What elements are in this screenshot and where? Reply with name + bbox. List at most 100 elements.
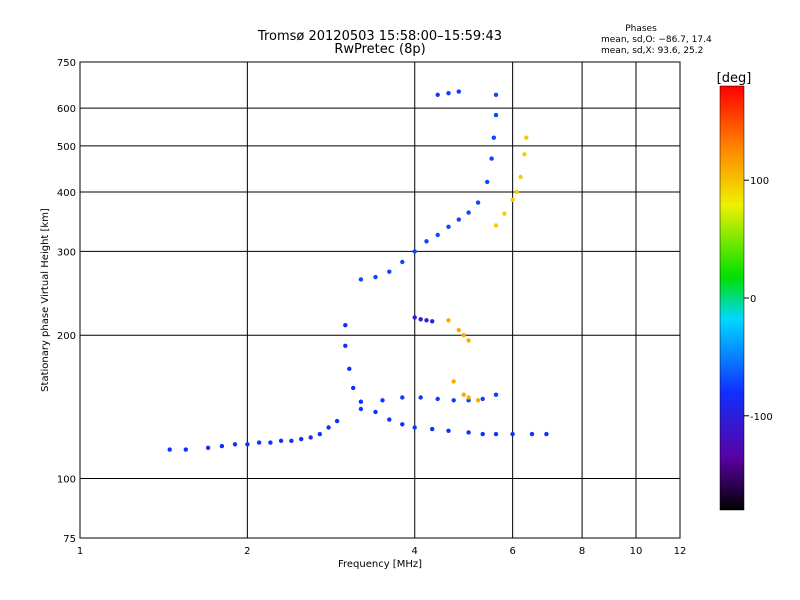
data-point [514, 189, 519, 195]
data-point [400, 259, 405, 265]
data-point [475, 200, 481, 205]
data-point [529, 431, 535, 437]
data-point [289, 438, 294, 443]
plot-frame [79, 61, 681, 539]
data-point [299, 436, 304, 442]
y-tick-label: 100 [57, 475, 76, 486]
colorbar-gradient [719, 85, 745, 511]
data-point [493, 392, 499, 397]
colorbar-tick-label: -100 [750, 412, 773, 423]
data-point [456, 217, 461, 222]
data-point [418, 317, 423, 322]
data-point [219, 443, 225, 449]
x-tick-label: 10 [630, 546, 643, 557]
phases-stats-o: mean, sd,O: −86.7, 17.4 [601, 35, 712, 45]
data-point [435, 92, 440, 98]
colorbar: [deg] 100 0 -100 [717, 71, 773, 511]
data-point [358, 277, 364, 282]
data-point [466, 395, 471, 400]
y-axis-label: Stationary phase Virtual Height [km] [40, 208, 51, 392]
data-point [387, 417, 392, 422]
data-point [430, 426, 435, 432]
data-point [412, 249, 417, 254]
data-point [424, 239, 429, 244]
data-point [475, 398, 481, 403]
data-point [466, 338, 471, 343]
phases-stats-x: mean, sd,X: 93.6, 25.2 [601, 46, 703, 56]
chart-title: Tromsø 20120503 15:58:00–15:59:43 [257, 29, 502, 44]
y-tick-label: 600 [57, 104, 76, 115]
data-point [435, 232, 440, 238]
data-point [480, 431, 485, 437]
data-point [466, 430, 471, 435]
data-point [485, 179, 490, 185]
data-point [373, 274, 378, 280]
x-tick-label: 6 [509, 546, 515, 557]
data-point [480, 396, 485, 402]
colorbar-tick-label: 100 [750, 176, 769, 187]
data-point [232, 442, 238, 447]
grid [80, 62, 680, 538]
data-point [343, 343, 348, 348]
data-point [430, 319, 435, 324]
data-point [343, 323, 348, 328]
data-point [522, 152, 527, 157]
data-point [400, 395, 405, 400]
x-tick-label: 2 [244, 546, 250, 557]
colorbar-ticks: 100 0 -100 [744, 176, 773, 423]
data-point [334, 418, 340, 424]
data-point [308, 435, 313, 440]
data-point [205, 445, 211, 450]
data-point [510, 431, 515, 437]
data-point [245, 442, 250, 447]
data-point [418, 395, 423, 400]
data-point [380, 398, 385, 403]
x-tick-label: 4 [412, 546, 418, 557]
data-point [489, 156, 494, 161]
y-tick-label: 750 [57, 58, 76, 69]
y-tick-label: 300 [57, 247, 76, 258]
data-point [446, 428, 451, 433]
colorbar-tick-label: 0 [750, 294, 756, 305]
data-point [493, 223, 499, 228]
x-axis-label: Frequency [MHz] [338, 559, 422, 570]
data-point [502, 211, 507, 216]
data-point [358, 406, 364, 412]
data-point [387, 269, 392, 274]
data-point [326, 425, 331, 430]
data-point [491, 135, 496, 140]
data-point [167, 447, 172, 452]
data-point [358, 399, 364, 404]
x-tick-label: 8 [579, 546, 585, 557]
data-point [451, 398, 456, 403]
y-tick-label: 500 [57, 142, 76, 153]
data-point [451, 379, 456, 384]
data-point [524, 135, 529, 140]
data-point [466, 210, 471, 215]
data-point [256, 440, 262, 445]
y-tick-label: 200 [57, 331, 76, 342]
x-tick-label: 1 [77, 546, 83, 557]
data-point [461, 392, 466, 397]
data-point [493, 431, 499, 437]
data-point [351, 385, 356, 391]
data-point [317, 431, 322, 437]
data-point [412, 425, 417, 430]
data-point [456, 89, 461, 94]
data-point [373, 409, 378, 415]
data-point [347, 366, 352, 371]
data-point [461, 333, 466, 338]
y-tick-label: 400 [57, 188, 76, 199]
data-points [167, 89, 549, 452]
data-point [510, 197, 515, 202]
data-point [493, 112, 499, 118]
chart-subtitle: RwPretec (8p) [334, 42, 425, 57]
colorbar-label: [deg] [717, 71, 752, 86]
data-point [518, 174, 523, 180]
data-point [544, 431, 549, 437]
data-point [493, 92, 499, 98]
data-point [446, 91, 451, 96]
